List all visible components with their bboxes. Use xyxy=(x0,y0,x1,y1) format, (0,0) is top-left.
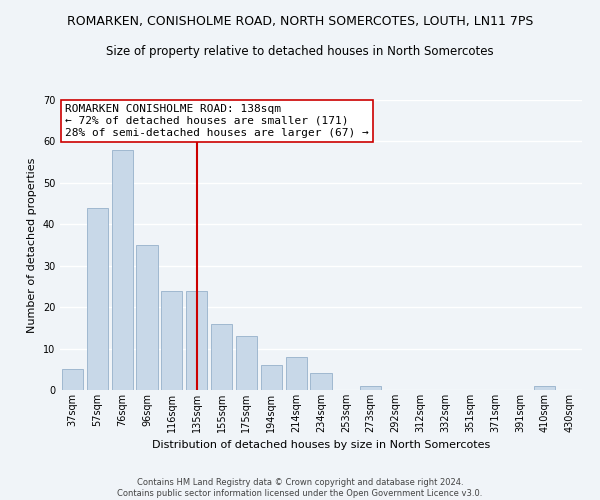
Text: Contains HM Land Registry data © Crown copyright and database right 2024.
Contai: Contains HM Land Registry data © Crown c… xyxy=(118,478,482,498)
Bar xyxy=(310,374,332,390)
Text: ROMARKEN CONISHOLME ROAD: 138sqm
← 72% of detached houses are smaller (171)
28% : ROMARKEN CONISHOLME ROAD: 138sqm ← 72% o… xyxy=(65,104,369,138)
Bar xyxy=(161,290,182,390)
Bar xyxy=(211,324,232,390)
Bar xyxy=(136,245,158,390)
Text: ROMARKEN, CONISHOLME ROAD, NORTH SOMERCOTES, LOUTH, LN11 7PS: ROMARKEN, CONISHOLME ROAD, NORTH SOMERCO… xyxy=(67,15,533,28)
Bar xyxy=(534,386,555,390)
Bar xyxy=(236,336,257,390)
Text: Size of property relative to detached houses in North Somercotes: Size of property relative to detached ho… xyxy=(106,45,494,58)
Bar xyxy=(186,290,207,390)
Bar xyxy=(360,386,381,390)
Y-axis label: Number of detached properties: Number of detached properties xyxy=(27,158,37,332)
Bar xyxy=(286,357,307,390)
Bar xyxy=(62,370,83,390)
Bar xyxy=(261,365,282,390)
Bar xyxy=(112,150,133,390)
X-axis label: Distribution of detached houses by size in North Somercotes: Distribution of detached houses by size … xyxy=(152,440,490,450)
Bar xyxy=(87,208,108,390)
